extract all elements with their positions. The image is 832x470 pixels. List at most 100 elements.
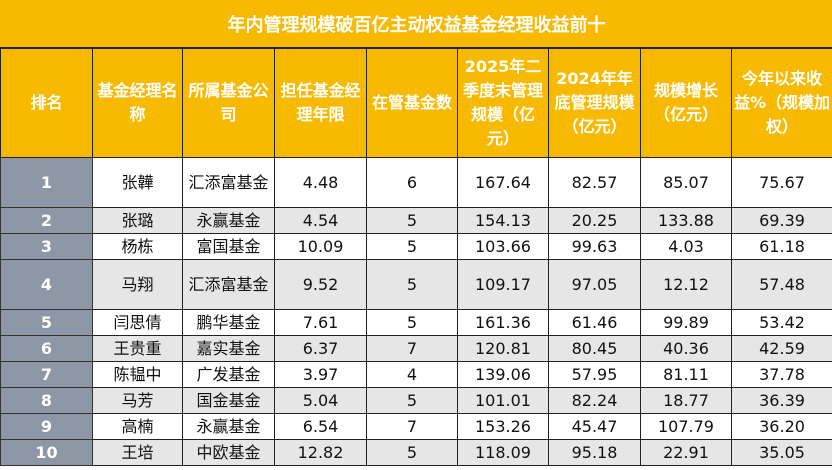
cell-tenure-years: 6.37 — [274, 335, 367, 362]
cell-tenure-years: 7.61 — [274, 309, 367, 336]
cell-fund-company: 国金基金 — [182, 387, 275, 414]
cell-tenure-years: 6.54 — [274, 413, 367, 440]
table-row: 2 张璐 永赢基金 4.54 5 154.13 20.25 133.88 69.39 — [0, 207, 832, 234]
cell-fund-company: 中欧基金 — [182, 439, 275, 466]
cell-end-2024-aum: 57.95 — [548, 361, 641, 388]
cell-rank: 8 — [0, 387, 93, 414]
cell-q2-2025-aum: 120.81 — [457, 335, 549, 362]
cell-end-2024-aum: 61.46 — [548, 309, 641, 336]
cell-aum-growth: 40.36 — [640, 335, 732, 362]
cell-rank: 10 — [0, 439, 93, 466]
cell-ytd-return: 36.20 — [730, 413, 832, 440]
cell-fund-count: 5 — [366, 439, 458, 466]
cell-q2-2025-aum: 153.26 — [457, 413, 549, 440]
cell-end-2024-aum: 97.05 — [548, 259, 641, 310]
cell-manager-name: 闫思倩 — [92, 309, 183, 336]
cell-end-2024-aum: 20.25 — [548, 207, 641, 234]
cell-tenure-years: 10.09 — [274, 233, 367, 260]
cell-fund-company: 富国基金 — [182, 233, 275, 260]
table-row: 10 王培 中欧基金 12.82 5 118.09 95.18 22.91 35.05 — [0, 439, 832, 466]
cell-manager-name: 马翔 — [92, 259, 183, 310]
cell-aum-growth: 99.89 — [640, 309, 732, 336]
cell-ytd-return: 42.59 — [730, 335, 832, 362]
column-header-fund-company: 所属基金公司 — [182, 47, 275, 158]
table-row: 7 陈韫中 广发基金 3.97 4 139.06 57.95 81.11 37.78 — [0, 361, 832, 388]
cell-manager-name: 高楠 — [92, 413, 183, 440]
cell-end-2024-aum: 45.47 — [548, 413, 641, 440]
cell-aum-growth: 133.88 — [640, 207, 732, 234]
cell-manager-name: 王培 — [92, 439, 183, 466]
cell-tenure-years: 9.52 — [274, 259, 367, 310]
cell-aum-growth: 81.11 — [640, 361, 732, 388]
cell-fund-company: 广发基金 — [182, 361, 275, 388]
cell-q2-2025-aum: 139.06 — [457, 361, 549, 388]
cell-rank: 1 — [0, 157, 93, 208]
cell-ytd-return: 69.39 — [730, 207, 832, 234]
cell-manager-name: 杨栋 — [92, 233, 183, 260]
cell-end-2024-aum: 82.57 — [548, 157, 641, 208]
cell-end-2024-aum: 80.45 — [548, 335, 641, 362]
cell-ytd-return: 75.67 — [730, 157, 832, 208]
cell-fund-count: 5 — [366, 387, 458, 414]
cell-q2-2025-aum: 118.09 — [457, 439, 549, 466]
cell-aum-growth: 22.91 — [640, 439, 732, 466]
cell-ytd-return: 53.42 — [730, 309, 832, 336]
table-title: 年内管理规模破百亿主动权益基金经理收益前十 — [0, 0, 832, 49]
cell-ytd-return: 61.18 — [730, 233, 832, 260]
cell-tenure-years: 12.82 — [274, 439, 367, 466]
cell-aum-growth: 18.77 — [640, 387, 732, 414]
cell-manager-name: 王贵重 — [92, 335, 183, 362]
cell-q2-2025-aum: 101.01 — [457, 387, 549, 414]
cell-fund-count: 5 — [366, 259, 458, 310]
cell-tenure-years: 5.04 — [274, 387, 367, 414]
column-header-tenure-years: 担任基金经理年限 — [274, 47, 367, 158]
column-header-fund-count: 在管基金数 — [366, 47, 458, 158]
column-header-q2-2025-aum: 2025年二季度末管理规模（亿元） — [457, 47, 549, 158]
table-row: 5 闫思倩 鹏华基金 7.61 5 161.36 61.46 99.89 53.42 — [0, 309, 832, 336]
column-header-rank: 排名 — [0, 47, 93, 158]
cell-ytd-return: 57.48 — [730, 259, 832, 310]
table-row: 8 马芳 国金基金 5.04 5 101.01 82.24 18.77 36.39 — [0, 387, 832, 414]
table-row: 9 高楠 永赢基金 6.54 7 153.26 45.47 107.79 36.20 — [0, 413, 832, 440]
cell-fund-company: 永赢基金 — [182, 207, 275, 234]
cell-fund-company: 永赢基金 — [182, 413, 275, 440]
cell-rank: 9 — [0, 413, 93, 440]
column-header-ytd-return: 今年以来收益%（规模加权） — [730, 47, 832, 158]
table-row: 4 马翔 汇添富基金 9.52 5 109.17 97.05 12.12 57.48 — [0, 259, 832, 310]
header-row: 排名 基金经理名称 所属基金公司 担任基金经理年限 在管基金数 2025年二季度末管理规模… — [0, 47, 832, 158]
cell-q2-2025-aum: 103.66 — [457, 233, 549, 260]
cell-fund-company: 汇添富基金 — [182, 157, 275, 208]
cell-tenure-years: 3.97 — [274, 361, 367, 388]
cell-q2-2025-aum: 154.13 — [457, 207, 549, 234]
cell-rank: 4 — [0, 259, 93, 310]
cell-manager-name: 陈韫中 — [92, 361, 183, 388]
cell-rank: 3 — [0, 233, 93, 260]
cell-fund-count: 4 — [366, 361, 458, 388]
table-row: 1 张韡 汇添富基金 4.48 6 167.64 82.57 85.07 75.67 — [0, 157, 832, 208]
cell-fund-count: 6 — [366, 157, 458, 208]
cell-end-2024-aum: 95.18 — [548, 439, 641, 466]
cell-ytd-return: 36.39 — [730, 387, 832, 414]
table-body: 1 张韡 汇添富基金 4.48 6 167.64 82.57 85.07 75.67 2 张璐 永赢基… — [0, 157, 832, 466]
column-header-aum-growth: 规模增长（亿元） — [640, 47, 732, 158]
cell-fund-count: 5 — [366, 233, 458, 260]
cell-end-2024-aum: 82.24 — [548, 387, 641, 414]
column-header-end-2024-aum: 2024年年底管理规模（亿元） — [548, 47, 641, 158]
cell-manager-name: 张璐 — [92, 207, 183, 234]
cell-manager-name: 马芳 — [92, 387, 183, 414]
cell-q2-2025-aum: 161.36 — [457, 309, 549, 336]
cell-aum-growth: 107.79 — [640, 413, 732, 440]
column-header-manager-name: 基金经理名称 — [92, 47, 183, 158]
cell-rank: 5 — [0, 309, 93, 336]
cell-rank: 2 — [0, 207, 93, 234]
cell-fund-count: 7 — [366, 413, 458, 440]
cell-aum-growth: 4.03 — [640, 233, 732, 260]
cell-q2-2025-aum: 109.17 — [457, 259, 549, 310]
cell-aum-growth: 85.07 — [640, 157, 732, 208]
table-row: 3 杨栋 富国基金 10.09 5 103.66 99.63 4.03 61.18 — [0, 233, 832, 260]
cell-tenure-years: 4.48 — [274, 157, 367, 208]
cell-ytd-return: 37.78 — [730, 361, 832, 388]
cell-ytd-return: 35.05 — [730, 439, 832, 466]
cell-fund-company: 汇添富基金 — [182, 259, 275, 310]
